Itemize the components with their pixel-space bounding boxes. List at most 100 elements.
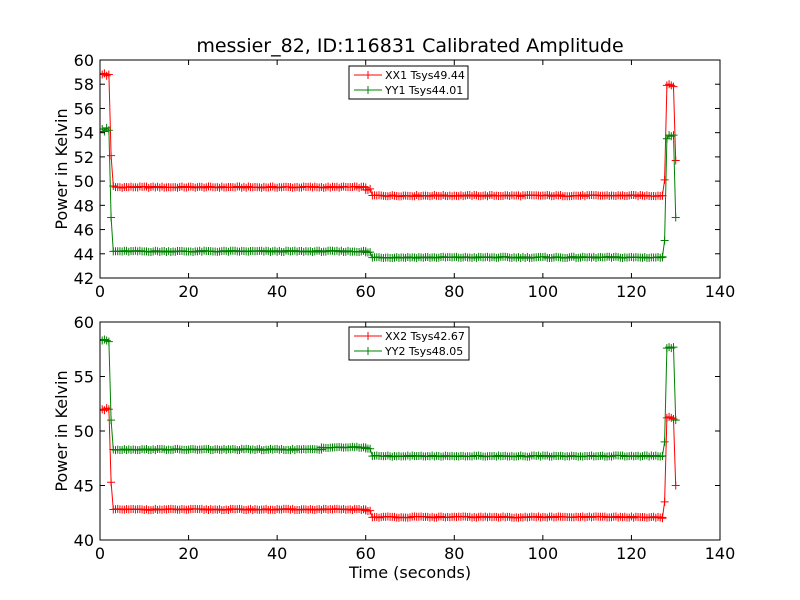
y-tick-label: 42 xyxy=(74,269,94,288)
legend: XX1 Tsys49.44 YY1 Tsys44.01 xyxy=(348,65,469,100)
data-point xyxy=(100,335,109,344)
data-point xyxy=(461,191,470,200)
data-point xyxy=(536,452,545,461)
data-point xyxy=(321,247,330,256)
data-point xyxy=(348,506,357,515)
data-point xyxy=(516,451,525,460)
data-point xyxy=(107,213,116,222)
data-point xyxy=(127,182,135,191)
x-tick-label: 0 xyxy=(95,282,105,301)
data-point xyxy=(244,182,253,191)
x-tick-label: 0 xyxy=(95,544,105,563)
data-point xyxy=(671,416,680,425)
data-point xyxy=(569,252,578,261)
y-tick-label: 50 xyxy=(74,422,94,441)
data-point xyxy=(113,504,122,513)
y-tick-label: 56 xyxy=(74,99,94,118)
data-point xyxy=(439,190,448,199)
data-point xyxy=(133,183,142,192)
data-point xyxy=(290,446,299,455)
data-point xyxy=(295,506,304,515)
data-point xyxy=(658,253,667,262)
y-tick-label: 60 xyxy=(74,51,94,70)
y-tick-label: 55 xyxy=(74,368,94,387)
y-tick-label: 40 xyxy=(74,531,94,550)
data-point xyxy=(366,444,375,453)
data-point xyxy=(669,82,678,91)
data-point xyxy=(618,451,627,460)
legend-marker xyxy=(364,71,372,79)
data-point xyxy=(277,505,286,514)
data-point xyxy=(494,253,503,262)
data-point xyxy=(671,156,680,165)
y-tick-label: 52 xyxy=(74,148,94,167)
data-point xyxy=(279,248,288,257)
data-point xyxy=(224,505,233,514)
data-point xyxy=(607,452,616,461)
data-point xyxy=(636,452,645,461)
data-point xyxy=(255,444,264,453)
series-line xyxy=(101,407,677,519)
data-point xyxy=(523,252,532,261)
data-point xyxy=(629,513,638,522)
data-point xyxy=(206,182,215,191)
y-tick-label: 58 xyxy=(74,75,94,94)
data-point xyxy=(177,246,186,255)
data-point xyxy=(547,452,556,461)
legend-box xyxy=(348,326,470,361)
y-axis-label: Power in Kelvin xyxy=(52,108,71,229)
x-tick-label: 20 xyxy=(178,282,198,301)
data-point xyxy=(408,451,417,460)
data-point xyxy=(660,497,669,506)
x-tick-label: 60 xyxy=(356,544,376,563)
data-point xyxy=(118,183,127,192)
data-point xyxy=(516,192,525,201)
data-point xyxy=(669,131,678,140)
data-point xyxy=(151,504,160,513)
bottom-panel: 0 20 40 60 80 100 120 140 40 45 50 55 60 Power in Kel… xyxy=(52,313,735,582)
legend-marker xyxy=(364,347,372,355)
top-panel: 0 20 40 60 80 100 120 140 42 44 46 48 50 52 54 56 58 60 Po… xyxy=(52,51,735,301)
plot-frame xyxy=(99,59,721,279)
data-point xyxy=(357,505,366,514)
legend-label: YY2 Tsys48.05 xyxy=(384,345,463,358)
data-point xyxy=(104,405,113,414)
data-point xyxy=(406,513,414,522)
y-tick-label: 50 xyxy=(74,172,94,191)
x-tick-label: 40 xyxy=(267,544,287,563)
data-point xyxy=(171,247,180,256)
data-point xyxy=(366,248,375,257)
data-point xyxy=(315,246,324,255)
y-tick-label: 48 xyxy=(74,196,94,215)
data-point xyxy=(288,504,297,513)
data-point xyxy=(107,416,116,425)
data-point xyxy=(432,513,441,522)
data-point xyxy=(658,452,667,461)
y-tick-label: 54 xyxy=(74,124,94,143)
data-point xyxy=(645,452,654,461)
data-point xyxy=(580,192,589,201)
data-point xyxy=(200,183,209,192)
x-tick-label: 80 xyxy=(444,544,464,563)
data-point xyxy=(468,452,476,461)
data-point xyxy=(231,445,240,454)
x-tick-label: 80 xyxy=(444,282,464,301)
data-point xyxy=(660,236,669,245)
data-point xyxy=(461,252,470,261)
data-point xyxy=(600,512,609,521)
data-point xyxy=(375,513,383,522)
y-tick-label: 46 xyxy=(74,221,94,240)
data-point xyxy=(262,504,271,513)
data-point xyxy=(660,437,669,446)
data-point xyxy=(277,445,286,454)
data-point xyxy=(135,246,144,255)
data-point xyxy=(372,451,381,460)
data-point xyxy=(563,253,572,262)
legend-marker xyxy=(364,332,372,340)
y-tick-label: 60 xyxy=(74,313,94,332)
data-point xyxy=(388,191,397,200)
data-point xyxy=(151,446,160,455)
data-point xyxy=(184,505,193,514)
y-axis-label: Power in Kelvin xyxy=(52,370,71,491)
data-point xyxy=(525,452,534,461)
